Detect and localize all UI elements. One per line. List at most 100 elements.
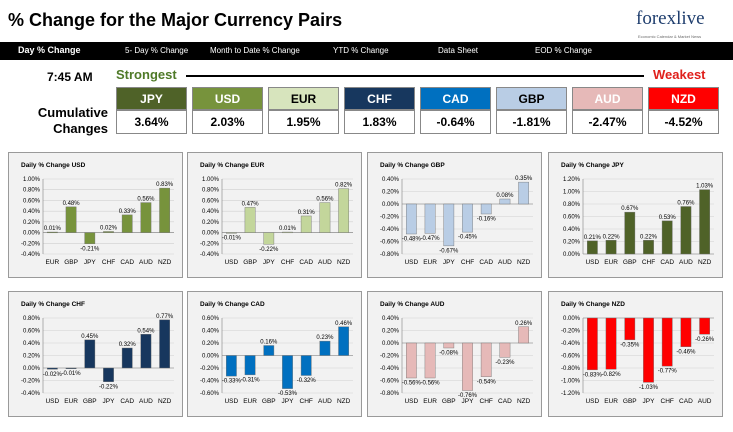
x-tick-label: GBP (243, 259, 257, 266)
bar-nzd (338, 188, 349, 233)
x-tick-label: EUR (45, 259, 59, 266)
currency-cell-usd: USD (192, 87, 263, 110)
chart-title: Daily % Change GBP (380, 162, 445, 169)
bar-usd (587, 317, 598, 371)
currency-cell-gbp: GBP (496, 87, 567, 110)
chart-title: Daily % Change EUR (200, 162, 265, 169)
y-tick-label: 0.20% (23, 220, 41, 226)
chart-title: Daily % Change AUD (380, 301, 445, 308)
bar-nzd (338, 326, 349, 356)
data-label: 0.23% (316, 335, 334, 341)
currency-value-cad: -0.64% (420, 110, 491, 134)
x-tick-label: JPY (462, 398, 475, 405)
y-tick-label: -0.40% (21, 391, 41, 397)
data-label: -0.16% (477, 217, 497, 223)
logo-tagline: Economic Calendar & Market News (638, 34, 702, 39)
x-tick-label: CAD (498, 398, 512, 405)
bar-eur (424, 203, 436, 234)
x-tick-label: CHF (642, 259, 655, 266)
y-tick-label: -0.40% (21, 252, 41, 258)
y-tick-label: 1.20% (563, 177, 581, 183)
data-label: 0.01% (279, 226, 297, 232)
y-tick-label: -0.40% (200, 252, 220, 258)
y-tick-label: -0.60% (200, 391, 220, 397)
data-label: -0.23% (495, 360, 515, 366)
bar-jpy (263, 232, 275, 245)
chart-title: Daily % Change CAD (200, 301, 265, 308)
x-tick-label: GBP (64, 259, 78, 266)
bar-chf (661, 317, 673, 367)
data-label: 0.02% (100, 226, 118, 232)
data-label: 0.26% (515, 321, 533, 327)
data-label: -0.77% (658, 369, 678, 375)
chart-chf-svg: Daily % Change CHF -0.40% -0.20% 0.00% 0.20%… (21, 301, 174, 405)
bar-cad (121, 347, 133, 369)
tab-day-change[interactable]: Day % Change (18, 45, 81, 55)
x-tick-label: USD (224, 398, 238, 405)
data-label: 0.46% (335, 321, 353, 327)
y-tick-label: -0.20% (21, 379, 41, 385)
bar-gbp (443, 342, 455, 349)
chart-nzd: Daily % Change NZD -1.20% -1.00% -0.80% -0.6… (548, 291, 723, 417)
data-label: -0.45% (458, 235, 478, 241)
data-label: 0.48% (63, 201, 81, 207)
chart-gbp: Daily % Change GBP -0.80% -0.60% -0.40% -0.2… (367, 152, 542, 278)
bar-gbp (65, 206, 77, 233)
tab-eod-change[interactable]: EOD % Change (535, 46, 592, 55)
x-tick-label: USD (404, 398, 418, 405)
data-label: -0.26% (695, 337, 715, 343)
x-tick-label: CAD (679, 398, 693, 405)
currency-value-aud: -2.47% (572, 110, 643, 134)
bar-gbp (84, 339, 96, 369)
data-label: 0.82% (335, 183, 353, 189)
y-tick-label: -0.20% (380, 215, 400, 221)
y-tick-label: 0.80% (563, 202, 581, 208)
x-tick-label: AUD (498, 259, 512, 266)
data-label: 0.21% (584, 235, 602, 241)
x-tick-label: CAD (120, 398, 134, 405)
y-tick-label: 1.00% (563, 190, 581, 196)
x-tick-label: JPY (282, 398, 295, 405)
x-tick-label: NZD (158, 259, 172, 266)
y-tick-label: 0.20% (563, 240, 581, 246)
y-tick-label: 0.60% (23, 198, 41, 204)
chart-usd: Daily % Change USD -0.40% -0.20% 0.00% 0.20%… (8, 152, 183, 278)
weakest-label: Weakest (653, 67, 706, 82)
tab-ytd-change[interactable]: YTD % Change (333, 46, 389, 55)
chart-jpy: Daily % Change JPY 0.00% 0.20% 0.40% 0.60% 0.… (548, 152, 723, 278)
data-label: -0.01% (222, 236, 242, 242)
bar-jpy (282, 355, 293, 389)
x-tick-label: AUD (139, 398, 153, 405)
tab-month-to-date-change[interactable]: Month to Date % Change (210, 46, 300, 55)
data-label: 0.32% (119, 342, 137, 348)
currency-cell-chf: CHF (344, 87, 415, 110)
x-tick-label: CHF (480, 398, 493, 405)
bar-aud (140, 334, 152, 369)
tab-data-sheet[interactable]: Data Sheet (438, 46, 479, 55)
bar-usd (406, 342, 417, 379)
y-tick-label: 0.40% (563, 227, 581, 233)
y-tick-label: 0.20% (382, 190, 400, 196)
x-tick-label: USD (585, 398, 599, 405)
data-label: 0.22% (603, 234, 621, 240)
data-label: -0.47% (421, 236, 441, 242)
x-tick-label: NZD (698, 259, 712, 266)
bar-nzd (518, 181, 529, 205)
x-tick-label: CHF (281, 259, 294, 266)
tab-5-day-change[interactable]: 5- Day % Change (125, 46, 189, 55)
currency-value-eur: 1.95% (268, 110, 339, 134)
data-label: -0.82% (602, 372, 622, 378)
x-tick-label: GBP (623, 398, 637, 405)
data-label: -0.35% (620, 342, 640, 348)
data-label: -0.33% (222, 379, 242, 385)
y-tick-label: 0.00% (563, 316, 581, 322)
bar-aud (319, 202, 331, 233)
strength-arrow-line (186, 75, 644, 77)
page-title: % Change for the Major Currency Pairs (8, 10, 343, 30)
y-tick-label: -0.40% (200, 379, 220, 385)
chart-title: Daily % Change NZD (561, 301, 625, 308)
y-tick-label: -0.20% (21, 241, 41, 247)
x-tick-label: NZD (337, 259, 351, 266)
chart-title: Daily % Change JPY (561, 162, 625, 169)
x-tick-label: GBP (83, 398, 97, 405)
